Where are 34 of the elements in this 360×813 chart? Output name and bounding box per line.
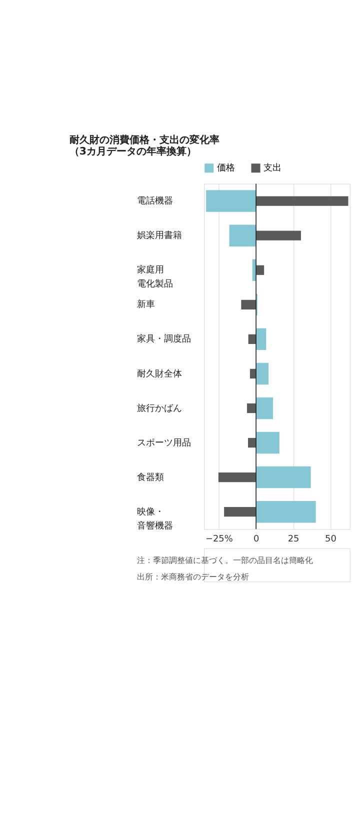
y-tick-label: 映像・音響機器	[137, 506, 174, 532]
bar	[256, 500, 316, 523]
y-tick-label: 新車	[137, 299, 156, 310]
bar	[256, 230, 301, 240]
y-tick-label: 食器類	[137, 472, 164, 483]
chart-subtitle: （3カ月データの年率換算）	[69, 145, 197, 158]
y-tick-label: 家庭用電化製品	[137, 264, 174, 290]
bar	[256, 397, 274, 420]
bar	[256, 432, 280, 454]
y-tick-label: 耐久財全体	[137, 368, 182, 380]
bar	[256, 466, 311, 488]
y-tick-label: 娯楽用書籍	[137, 230, 182, 242]
y-tick-label: 旅行かばん	[137, 402, 182, 414]
bar	[256, 265, 264, 275]
bar	[229, 224, 256, 246]
legend-label: 価格	[216, 162, 235, 174]
x-tick-label: −25%	[205, 534, 233, 545]
legend-label: 支出	[263, 162, 282, 174]
chart-title: 耐久財の消費価格・支出の変化率	[69, 134, 220, 146]
y-tick-label: 家具・調度品	[137, 334, 192, 345]
bar	[248, 438, 256, 448]
x-tick-label: 50	[325, 534, 337, 545]
bar	[256, 362, 269, 385]
x-tick-label: 25	[288, 534, 300, 545]
bar	[218, 472, 256, 482]
bar	[206, 190, 256, 212]
bar	[256, 196, 348, 206]
bar	[256, 328, 266, 350]
bar	[241, 300, 256, 310]
y-tick-label: スポーツ用品	[137, 437, 192, 448]
y-tick-label: 電話機器	[137, 196, 174, 207]
bar	[246, 403, 256, 414]
x-tick-label: 0	[254, 534, 260, 545]
bar	[224, 506, 256, 517]
